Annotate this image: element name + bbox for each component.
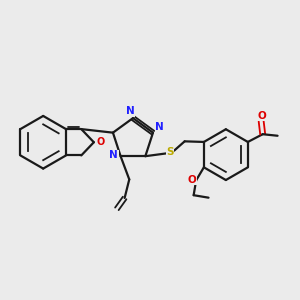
Text: O: O [188, 175, 196, 185]
Text: N: N [155, 122, 164, 132]
Text: N: N [110, 150, 118, 160]
Text: N: N [125, 106, 134, 116]
Text: O: O [258, 111, 266, 121]
Text: S: S [167, 147, 174, 157]
Text: O: O [97, 137, 105, 147]
